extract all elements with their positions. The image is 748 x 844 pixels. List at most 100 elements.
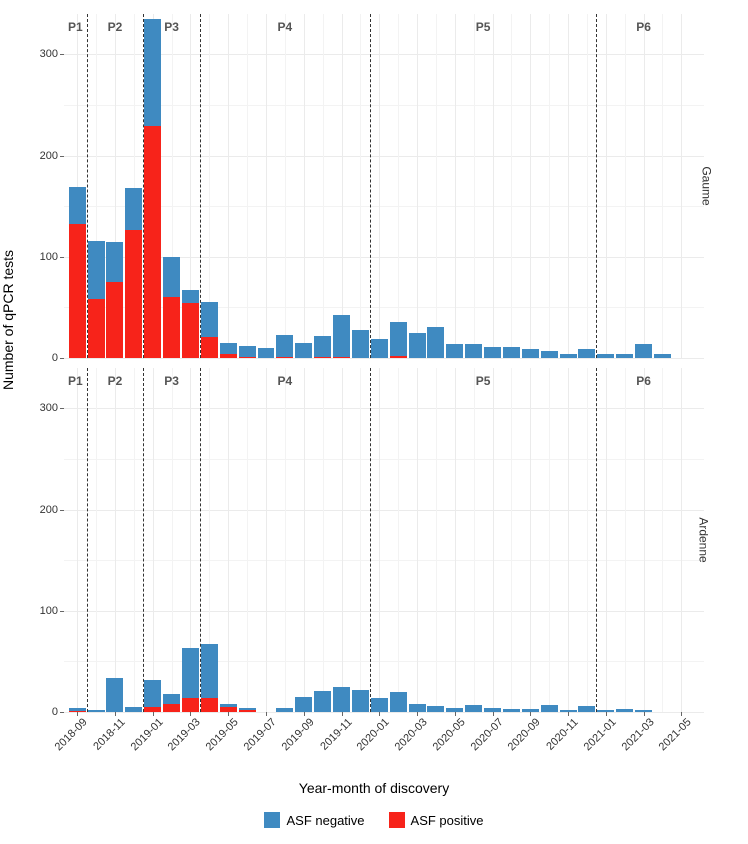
bar-negative [541,351,558,358]
grid-v-minor [247,14,248,358]
bar-negative [427,706,444,712]
grid-v-minor [323,368,324,712]
bar-negative [465,705,482,712]
grid-v-minor [625,14,626,358]
x-tick-label: 2021-01 [577,712,618,753]
bar-negative [276,708,293,712]
grid-v [379,368,380,712]
x-tick-label: 2020-07 [464,712,505,753]
x-tick-mark [606,712,607,716]
bar-negative [125,188,142,229]
bar-negative [125,707,142,712]
x-tick-label: 2019-09 [275,712,316,753]
bar-positive [69,224,86,358]
bar-positive [314,357,331,358]
bar-negative [69,187,86,224]
bar-negative [333,315,350,357]
bar-negative [163,694,180,704]
bar-negative [239,346,256,357]
legend-item: ASF positive [389,812,484,828]
grid-v [228,368,229,712]
bar-negative [446,344,463,358]
grid-h [64,358,704,359]
grid-v [568,14,569,358]
bar-negative [409,704,426,712]
grid-h [64,408,704,409]
legend-swatch [389,812,405,828]
x-tick-mark [455,712,456,716]
bar-positive [390,356,407,358]
grid-h [64,611,704,612]
grid-v-minor [511,368,512,712]
bar-negative [522,349,539,358]
y-axis-title: Number of qPCR tests [0,250,16,390]
grid-v [417,368,418,712]
grid-v [304,14,305,358]
period-label: P2 [108,374,123,388]
bar-negative [560,354,577,358]
bar-negative [390,322,407,356]
grid-v [455,368,456,712]
grid-v [681,14,682,358]
grid-v [606,368,607,712]
grid-v [530,368,531,712]
bar-negative [503,709,520,712]
bar-positive [333,357,350,358]
bar-positive [239,710,256,712]
bar-negative [390,692,407,712]
grid-v [417,14,418,358]
bar-negative [144,680,161,707]
x-tick-label: 2018-09 [49,712,90,753]
bar-negative [541,705,558,712]
grid-v [530,14,531,358]
bar-negative [465,344,482,358]
bar-negative [409,333,426,358]
x-tick-mark [568,712,569,716]
grid-v-minor [360,14,361,358]
bar-negative [106,678,123,712]
bar-negative [69,708,86,711]
period-divider [370,368,371,712]
grid-h [64,712,704,713]
x-tick-mark [379,712,380,716]
bar-positive [163,297,180,358]
bar-negative [371,339,388,358]
grid-v [493,14,494,358]
period-divider [370,14,371,358]
legend-label: ASF negative [286,813,364,828]
bar-negative [427,327,444,358]
x-tick-label: 2019-11 [314,712,355,753]
y-tick-mark [60,712,64,713]
grid-v-minor [323,14,324,358]
bar-positive [144,126,161,358]
bar-negative [144,19,161,126]
bar-negative [371,698,388,712]
grid-v [644,368,645,712]
bar-positive [163,704,180,712]
grid-v [77,368,78,712]
y-tick-mark [60,408,64,409]
bar-negative [503,347,520,358]
x-tick-mark [115,712,116,716]
x-tick-mark [304,712,305,716]
bar-negative [333,687,350,712]
bar-negative [163,257,180,297]
grid-v-minor [587,14,588,358]
bar-negative [182,290,199,303]
grid-v-minor [172,368,173,712]
bar-positive [201,698,218,712]
grid-v-minor [96,368,97,712]
x-tick-label: 2021-05 [653,712,694,753]
bar-negative [106,242,123,282]
x-tick-label: 2019-01 [124,712,165,753]
bar-negative [314,691,331,712]
grid-v [115,368,116,712]
grid-v [304,368,305,712]
x-tick-mark [266,712,267,716]
grid-v [606,14,607,358]
bar-positive [201,337,218,358]
bar-negative [616,709,633,712]
bar-negative [578,349,595,358]
bar-positive [182,698,199,712]
x-tick-mark [681,712,682,716]
